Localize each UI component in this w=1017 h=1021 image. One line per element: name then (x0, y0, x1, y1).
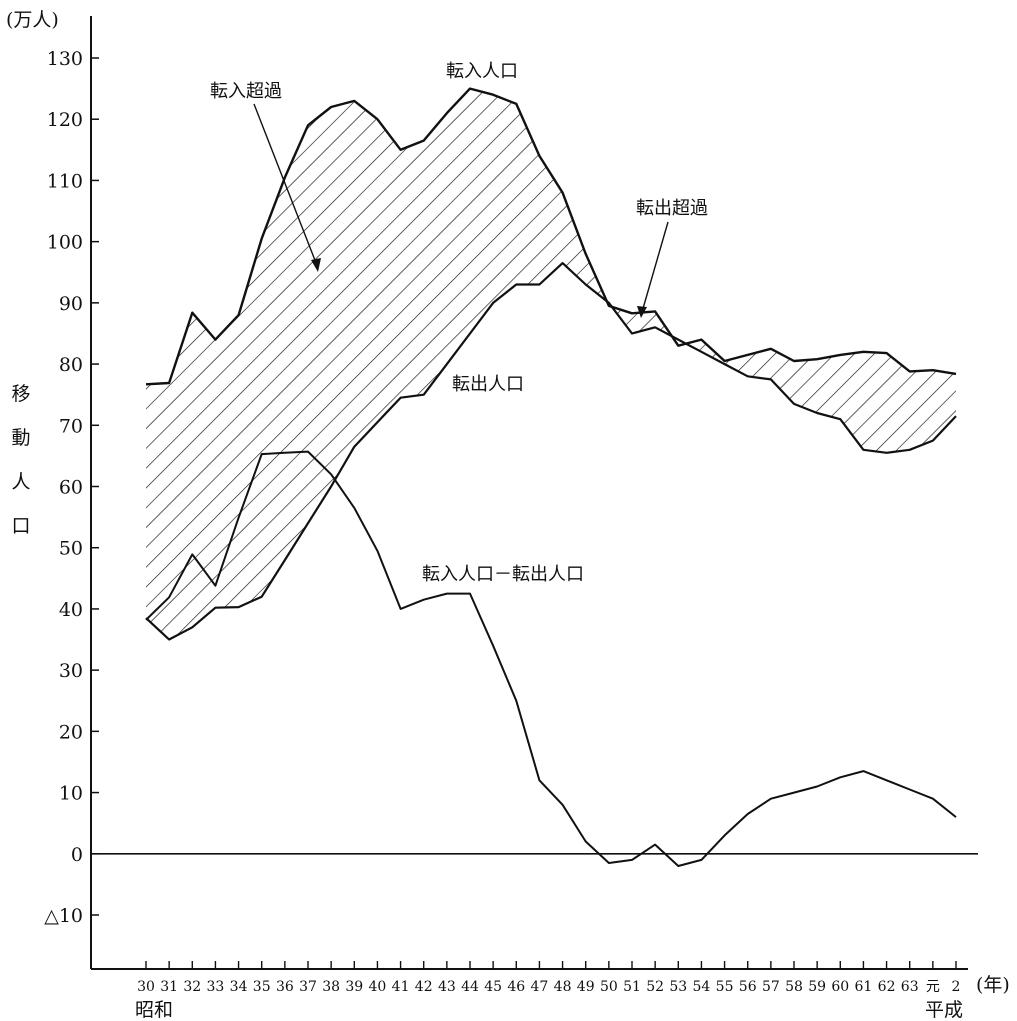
x-tick-label: 61 (855, 979, 873, 995)
x-tick-label: 51 (623, 979, 641, 995)
net-in-arrow (253, 103, 319, 269)
x-tick-label: 49 (577, 979, 595, 995)
x-tick-label: 35 (253, 979, 271, 995)
era-start-label: 昭和 (135, 999, 173, 1021)
y-label-char: 移 (11, 383, 30, 405)
x-tick-label: 元 (926, 979, 940, 995)
y-tick-label: 70 (59, 415, 83, 437)
x-tick-label: 55 (716, 979, 734, 995)
x-tick-label: 36 (276, 979, 294, 995)
x-tick-label: 32 (183, 979, 201, 995)
series-lines (145, 87, 957, 867)
x-tick-label: 33 (207, 979, 225, 995)
y-tick-label: 60 (59, 477, 83, 499)
inflow-annotation: 転入人口 (446, 61, 518, 82)
x-tick-label: 59 (808, 979, 826, 995)
x-unit-label: (年) (976, 974, 1010, 996)
axes (90, 16, 978, 970)
y-tick-label: 90 (59, 293, 83, 315)
x-tick-label: 41 (392, 979, 410, 995)
x-tick-label: 47 (531, 979, 549, 995)
y-tick-label: 110 (47, 170, 83, 192)
net-out-annotation: 転出超過 (636, 198, 708, 219)
y-label-char: 口 (11, 515, 30, 537)
x-tick-label: 60 (831, 979, 849, 995)
x-tick-label: 45 (484, 979, 502, 995)
x-tick-label: 2 (952, 979, 961, 995)
hatched-regions (146, 88, 956, 640)
y-label-char: 動 (11, 427, 30, 449)
y-unit-label: (万人) (6, 9, 59, 31)
net-in-annotation: 転入超過 (210, 81, 282, 102)
y-tick-label: 0 (71, 844, 83, 866)
x-tick-label: 38 (322, 979, 340, 995)
y-tick-label: 120 (47, 109, 83, 131)
x-tick-label: 58 (785, 979, 803, 995)
x-tick-label: 63 (901, 979, 919, 995)
x-tick-label: 30 (137, 979, 155, 995)
x-tick-label: 56 (739, 979, 757, 995)
x-tick-label: 62 (878, 979, 896, 995)
y-tick-label: △10 (44, 905, 83, 927)
net-out-arrow (641, 221, 669, 313)
x-tick-label: 53 (669, 979, 687, 995)
x-tick-label: 42 (415, 979, 433, 995)
y-tick-label: 100 (47, 232, 83, 254)
y-tick-label: 20 (59, 721, 83, 743)
era-end-label: 平成 (925, 999, 963, 1021)
net-in-arrowhead (311, 258, 321, 272)
x-tick-label: 46 (507, 979, 525, 995)
difference-line (145, 450, 957, 867)
x-tick-label: 48 (554, 979, 572, 995)
inflow-line (145, 87, 957, 386)
x-tick-label: 43 (438, 979, 456, 995)
annotation-arrows (253, 103, 669, 318)
x-tick-label: 50 (600, 979, 618, 995)
y-ticks: △10 0 10 20 30 40 50 60 70 80 90 100 110 120 130 (44, 48, 99, 927)
y-tick-label: 40 (59, 599, 83, 621)
y-tick-label: 50 (59, 538, 83, 560)
y-tick-label: 10 (59, 783, 83, 805)
x-tick-label: 31 (160, 979, 178, 995)
x-tick-label: 44 (461, 979, 479, 995)
x-ticks: 30 31 32 33 34 35 36 37 38 39 40 41 42 43 44 45 46 47 48 49… (137, 961, 960, 995)
x-tick-label: 37 (299, 979, 317, 995)
x-tick-label: 34 (230, 979, 248, 995)
diff-annotation: 転入人口－転出人口 (422, 564, 584, 585)
x-tick-label: 39 (345, 979, 363, 995)
y-tick-label: 30 (59, 660, 83, 682)
x-tick-label: 57 (762, 979, 780, 995)
excess-band (146, 88, 956, 640)
y-label-char: 人 (11, 471, 30, 493)
y-tick-label: 80 (59, 354, 83, 376)
net-out-arrowhead (637, 306, 647, 318)
x-tick-label: 40 (369, 979, 387, 995)
y-tick-label: 130 (47, 48, 83, 70)
x-tick-label: 52 (646, 979, 664, 995)
x-tick-label: 54 (693, 979, 711, 995)
outflow-annotation: 転出人口 (452, 374, 524, 395)
outflow-line (145, 262, 957, 641)
